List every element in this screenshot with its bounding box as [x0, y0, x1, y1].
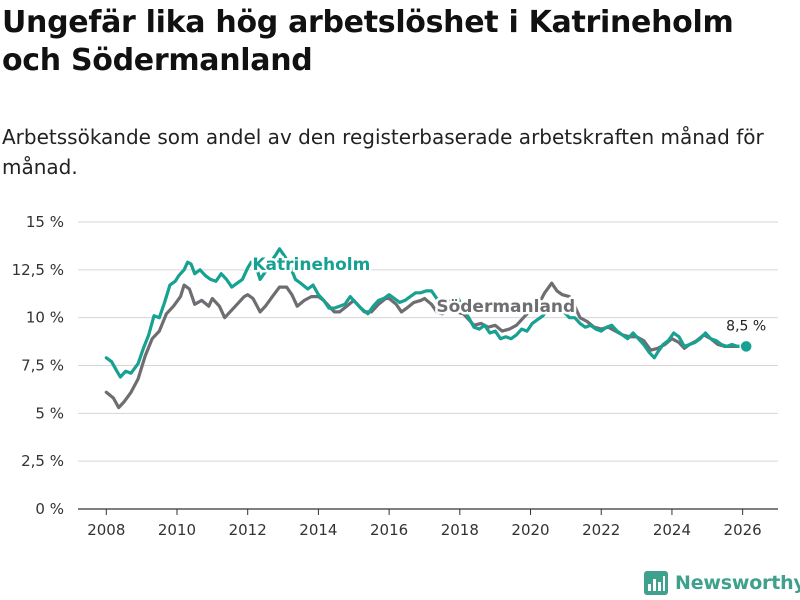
series-label: Södermanland — [436, 297, 575, 317]
y-tick-label: 5 % — [35, 404, 64, 422]
x-tick-label: 2018 — [441, 521, 479, 539]
y-tick-label: 7,5 % — [21, 357, 64, 375]
y-tick-label: 2,5 % — [21, 452, 64, 470]
series-label-halo: Södermanland — [436, 297, 575, 317]
x-tick-label: 2014 — [299, 521, 337, 539]
y-tick-label: 12,5 % — [12, 261, 64, 279]
x-tick-label: 2008 — [87, 521, 125, 539]
chart-subtitle: Arbetssökande som andel av den registerb… — [2, 125, 764, 179]
y-tick-label: 10 % — [26, 309, 64, 327]
series-label: Katrineholm — [252, 255, 370, 275]
y-tick-label: 15 % — [26, 213, 64, 231]
series-label-halo: Katrineholm — [252, 255, 370, 275]
series — [104, 247, 748, 410]
x-tick-label: 2022 — [582, 521, 620, 539]
x-tick-label: 2016 — [370, 521, 408, 539]
x-tick-label: 2020 — [511, 521, 549, 539]
x-tick-label: 2026 — [724, 521, 762, 539]
y-tick-label: 0 % — [35, 500, 64, 518]
newsworthy-logo: Newsworthy — [644, 568, 800, 598]
end-point-marker — [739, 339, 753, 354]
x-tick-label: 2012 — [229, 521, 267, 539]
chart-title: Ungefär lika hög arbetslöshet i Katrineh… — [2, 5, 734, 78]
x-tick-label: 2010 — [158, 521, 196, 539]
end-value-label: 8,5 % — [726, 318, 766, 334]
series-labels: SödermanlandSödermanlandKatrineholmKatri… — [250, 252, 766, 354]
axes: 0 % 2,5 % 5 % 7,5 % 10 % 12,5 % 15 % 2008 2010 20… — [12, 213, 762, 539]
brand-name: Newsworthy — [675, 572, 800, 594]
newsworthy-logo-icon — [644, 571, 668, 595]
gridlines — [78, 221, 778, 510]
series-line-katrineholm — [104, 247, 748, 379]
x-tick-label: 2024 — [653, 521, 691, 539]
